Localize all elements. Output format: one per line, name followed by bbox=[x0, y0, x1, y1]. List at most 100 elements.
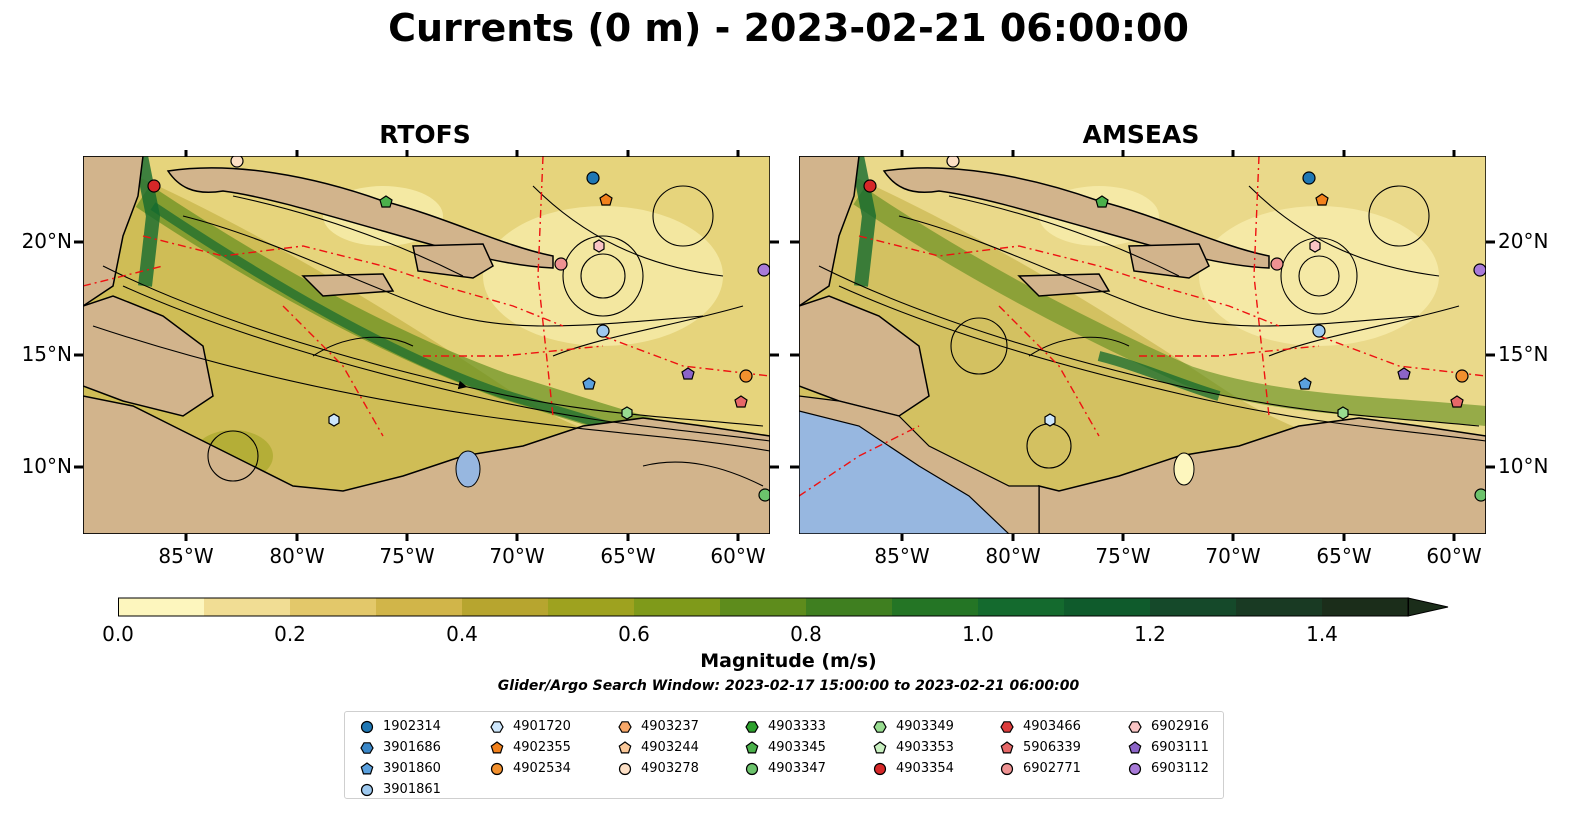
legend-item: 4903349 bbox=[873, 716, 954, 737]
legend-item: 6903111 bbox=[1128, 737, 1209, 758]
lat-tick-label-left: 10°N bbox=[21, 454, 72, 478]
legend-item-label: 3901861 bbox=[383, 782, 441, 797]
lat-tick-label-right: 15°N bbox=[1498, 342, 1549, 366]
lon-tick-label-right: 80°W bbox=[985, 544, 1041, 568]
circle-marker-icon bbox=[618, 762, 632, 775]
hexagon-marker-icon bbox=[745, 720, 759, 733]
circle-marker-icon bbox=[1000, 762, 1014, 775]
colorbar-segment bbox=[118, 598, 205, 616]
legend-item-label: 6902916 bbox=[1151, 719, 1209, 734]
colorbar-segment bbox=[462, 598, 549, 616]
legend-item-label: 6902771 bbox=[1023, 761, 1081, 776]
colorbar-segment bbox=[978, 598, 1065, 616]
panel-title-amseas: AMSEAS bbox=[1082, 120, 1200, 149]
colorbar-tick-label: 0.0 bbox=[102, 622, 134, 646]
legend-column: 4903333 4903345 4903347 bbox=[745, 716, 826, 779]
circle-marker-icon bbox=[1128, 762, 1142, 775]
legend-item: 4903333 bbox=[745, 716, 826, 737]
float-legend: 1902314 3901686 3901860 3901861 4901720 49023… bbox=[344, 711, 1224, 799]
legend-item: 3901861 bbox=[360, 779, 441, 800]
legend-item: 1902314 bbox=[360, 716, 441, 737]
legend-item-label: 4903347 bbox=[768, 761, 826, 776]
pentagon-marker-icon bbox=[618, 740, 632, 753]
lat-tick-label-right: 20°N bbox=[1498, 229, 1549, 253]
colorbar-segment bbox=[1064, 598, 1151, 616]
legend-item: 3901686 bbox=[360, 737, 441, 758]
lat-tick-label-left: 20°N bbox=[21, 229, 72, 253]
colorbar-segment bbox=[1236, 598, 1323, 616]
colorbar-segment bbox=[806, 598, 893, 616]
legend-item: 6902916 bbox=[1128, 716, 1209, 737]
lon-tick-label-left: 70°W bbox=[489, 544, 545, 568]
colorbar-segment bbox=[892, 598, 979, 616]
circle-marker-icon bbox=[873, 762, 887, 775]
legend-item: 4901720 bbox=[490, 716, 571, 737]
legend-item: 6902771 bbox=[1000, 758, 1081, 779]
legend-column: 4903237 4903244 4903278 bbox=[618, 716, 699, 779]
colorbar-tick-label: 0.8 bbox=[790, 622, 822, 646]
legend-item: 4903353 bbox=[873, 737, 954, 758]
legend-item-label: 6903112 bbox=[1151, 761, 1209, 776]
pentagon-marker-icon bbox=[873, 740, 887, 753]
lon-tick-label-right: 85°W bbox=[874, 544, 930, 568]
map-panel-rtofs[interactable] bbox=[83, 156, 770, 534]
legend-item-label: 4903354 bbox=[896, 761, 954, 776]
legend-item-label: 4903466 bbox=[1023, 719, 1081, 734]
legend-item: 4903347 bbox=[745, 758, 826, 779]
legend-column: 4903349 4903353 4903354 bbox=[873, 716, 954, 779]
colorbar-segment bbox=[1150, 598, 1237, 616]
lon-tick-label-right: 75°W bbox=[1095, 544, 1151, 568]
colorbar-segment bbox=[204, 598, 291, 616]
legend-item-label: 4903278 bbox=[641, 761, 699, 776]
colorbar-tick-label: 1.4 bbox=[1306, 622, 1338, 646]
colorbar-outline bbox=[118, 597, 1409, 617]
lon-tick-label-left: 60°W bbox=[710, 544, 766, 568]
legend-item: 4902355 bbox=[490, 737, 571, 758]
colorbar-segment bbox=[548, 598, 635, 616]
colorbar-label: Magnitude (m/s) bbox=[700, 650, 877, 672]
legend-item-label: 4903333 bbox=[768, 719, 826, 734]
search-window-text: Glider/Argo Search Window: 2023-02-17 15… bbox=[497, 678, 1080, 694]
colorbar-tick-label: 0.6 bbox=[618, 622, 650, 646]
lon-tick-label-right: 65°W bbox=[1316, 544, 1372, 568]
circle-marker-icon bbox=[360, 720, 374, 733]
legend-column: 4903466 5906339 6902771 bbox=[1000, 716, 1081, 779]
legend-column: 1902314 3901686 3901860 3901861 bbox=[360, 716, 441, 800]
legend-item-label: 6903111 bbox=[1151, 740, 1209, 755]
legend-item-label: 3901860 bbox=[383, 761, 441, 776]
legend-item-label: 1902314 bbox=[383, 719, 441, 734]
pentagon-marker-icon bbox=[360, 761, 374, 774]
legend-item: 4903345 bbox=[745, 737, 826, 758]
hexagon-marker-icon bbox=[618, 720, 632, 733]
legend-item-label: 4903353 bbox=[896, 740, 954, 755]
colorbar-extend-arrow bbox=[1407, 597, 1449, 617]
lon-tick-label-left: 80°W bbox=[269, 544, 325, 568]
colorbar-tick-label: 1.2 bbox=[1134, 622, 1166, 646]
colorbar-tick-label: 0.4 bbox=[446, 622, 478, 646]
legend-item: 4903244 bbox=[618, 737, 699, 758]
lon-tick-label-left: 75°W bbox=[379, 544, 435, 568]
colorbar-segment bbox=[1322, 598, 1409, 616]
legend-column: 6902916 6903111 6903112 bbox=[1128, 716, 1209, 779]
lat-tick-label-left: 15°N bbox=[21, 342, 72, 366]
colorbar-segment bbox=[720, 598, 807, 616]
circle-marker-icon bbox=[745, 762, 759, 775]
legend-item: 5906339 bbox=[1000, 737, 1081, 758]
pentagon-marker-icon bbox=[1128, 740, 1142, 753]
hexagon-marker-icon bbox=[873, 720, 887, 733]
axis-ticks bbox=[74, 150, 1495, 541]
legend-item-label: 3901686 bbox=[383, 740, 441, 755]
legend-item-label: 4903244 bbox=[641, 740, 699, 755]
legend-item-label: 4902534 bbox=[513, 761, 571, 776]
colorbar-tick-label: 0.2 bbox=[274, 622, 306, 646]
legend-item-label: 4903349 bbox=[896, 719, 954, 734]
colorbar bbox=[118, 597, 1449, 617]
map-panel-amseas[interactable] bbox=[799, 156, 1486, 534]
legend-item: 4902534 bbox=[490, 758, 571, 779]
colorbar-segment bbox=[634, 598, 721, 616]
legend-item-label: 5906339 bbox=[1023, 740, 1081, 755]
circle-marker-icon bbox=[490, 762, 504, 775]
legend-column: 4901720 4902355 4902534 bbox=[490, 716, 571, 779]
pentagon-marker-icon bbox=[1000, 740, 1014, 753]
lon-tick-label-right: 70°W bbox=[1205, 544, 1261, 568]
